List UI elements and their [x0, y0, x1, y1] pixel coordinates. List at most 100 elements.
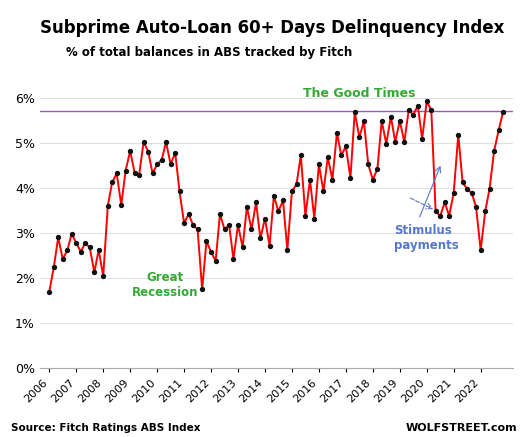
- Point: [126, 147, 135, 154]
- Point: [463, 185, 472, 192]
- Point: [225, 222, 233, 229]
- Point: [50, 264, 58, 271]
- Point: [324, 154, 332, 161]
- Point: [499, 108, 507, 115]
- Point: [382, 140, 391, 147]
- Point: [458, 179, 467, 186]
- Point: [391, 139, 399, 146]
- Point: [229, 256, 238, 263]
- Point: [266, 242, 274, 249]
- Point: [355, 134, 364, 141]
- Text: Subprime Auto-Loan 60+ Days Delinquency Index: Subprime Auto-Loan 60+ Days Delinquency …: [40, 19, 504, 38]
- Point: [198, 286, 206, 293]
- Point: [121, 167, 130, 174]
- Point: [293, 181, 301, 188]
- Point: [171, 149, 180, 156]
- Point: [95, 246, 103, 253]
- Point: [400, 139, 409, 146]
- Point: [144, 148, 153, 155]
- Point: [364, 161, 372, 168]
- Point: [166, 161, 175, 168]
- Point: [409, 111, 418, 118]
- Point: [373, 165, 382, 172]
- Point: [481, 208, 489, 215]
- Point: [315, 161, 323, 168]
- Point: [45, 288, 53, 295]
- Point: [117, 201, 126, 208]
- Point: [220, 226, 229, 233]
- Point: [440, 199, 449, 206]
- Point: [243, 203, 251, 210]
- Point: [99, 272, 107, 279]
- Point: [431, 208, 440, 215]
- Point: [346, 174, 355, 181]
- Point: [422, 98, 431, 105]
- Point: [413, 102, 422, 109]
- Point: [306, 176, 314, 183]
- Point: [319, 188, 328, 195]
- Point: [54, 234, 62, 241]
- Point: [328, 176, 336, 183]
- Text: % of total balances in ABS tracked by Fitch: % of total balances in ABS tracked by Fi…: [66, 46, 352, 59]
- Point: [72, 239, 80, 246]
- Point: [153, 161, 162, 168]
- Point: [59, 256, 67, 263]
- Point: [436, 212, 445, 219]
- Point: [297, 152, 305, 159]
- Text: WOLFSTREET.com: WOLFSTREET.com: [406, 423, 517, 433]
- Point: [279, 197, 287, 204]
- Point: [207, 249, 215, 256]
- Point: [103, 202, 112, 209]
- Point: [378, 118, 386, 125]
- Point: [63, 246, 72, 253]
- Text: Source: Fitch Ratings ABS Index: Source: Fitch Ratings ABS Index: [11, 423, 200, 433]
- Point: [234, 222, 242, 229]
- Point: [360, 118, 368, 125]
- Point: [495, 127, 503, 134]
- Point: [157, 156, 166, 163]
- Point: [261, 215, 269, 222]
- Point: [270, 192, 278, 199]
- Point: [427, 107, 436, 114]
- Point: [211, 257, 220, 264]
- Point: [175, 188, 184, 195]
- Point: [454, 131, 463, 138]
- Point: [369, 176, 377, 183]
- Point: [467, 190, 476, 197]
- Text: The Good Times: The Good Times: [303, 87, 416, 100]
- Point: [184, 211, 193, 218]
- Point: [395, 118, 404, 125]
- Point: [216, 211, 224, 218]
- Point: [112, 170, 121, 177]
- Point: [333, 129, 341, 136]
- Point: [180, 219, 188, 226]
- Point: [485, 185, 494, 192]
- Point: [86, 244, 94, 251]
- Point: [193, 226, 202, 233]
- Point: [238, 244, 247, 251]
- Point: [342, 143, 350, 150]
- Point: [135, 172, 143, 179]
- Point: [283, 246, 291, 253]
- Point: [310, 215, 318, 222]
- Point: [386, 113, 395, 120]
- Point: [472, 203, 480, 210]
- Text: Great
Recession: Great Recession: [132, 271, 199, 299]
- Point: [288, 188, 296, 195]
- Point: [81, 239, 89, 246]
- Point: [108, 179, 116, 186]
- Point: [351, 108, 359, 115]
- Point: [445, 212, 454, 219]
- Text: Stimulus
payments: Stimulus payments: [394, 224, 459, 252]
- Point: [189, 222, 197, 229]
- Point: [139, 139, 148, 146]
- Point: [337, 152, 345, 159]
- Point: [247, 226, 256, 233]
- Point: [256, 235, 265, 242]
- Point: [90, 269, 99, 276]
- Point: [476, 246, 485, 253]
- Point: [162, 139, 170, 146]
- Point: [449, 190, 458, 197]
- Point: [148, 170, 157, 177]
- Point: [130, 170, 139, 177]
